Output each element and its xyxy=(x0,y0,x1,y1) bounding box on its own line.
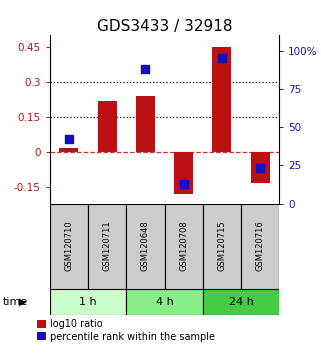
Bar xyxy=(59,148,78,152)
Text: time: time xyxy=(3,297,29,307)
Text: GSM120715: GSM120715 xyxy=(217,221,226,272)
Point xyxy=(257,166,263,171)
Bar xyxy=(203,204,241,289)
Text: GSM120648: GSM120648 xyxy=(141,221,150,272)
Bar xyxy=(126,289,203,315)
Bar xyxy=(164,204,203,289)
Text: GSM120716: GSM120716 xyxy=(256,221,265,272)
Legend: log10 ratio, percentile rank within the sample: log10 ratio, percentile rank within the … xyxy=(37,319,215,342)
Bar xyxy=(50,204,88,289)
Text: 4 h: 4 h xyxy=(156,297,173,307)
Bar xyxy=(251,152,270,183)
Title: GDS3433 / 32918: GDS3433 / 32918 xyxy=(97,19,232,34)
Bar xyxy=(98,101,117,152)
Bar xyxy=(203,289,279,315)
Text: 1 h: 1 h xyxy=(79,297,97,307)
Text: GSM120710: GSM120710 xyxy=(65,221,74,272)
Bar xyxy=(126,204,164,289)
Text: GSM120711: GSM120711 xyxy=(103,221,112,272)
Text: ▶: ▶ xyxy=(19,297,27,307)
Point xyxy=(219,56,224,61)
Bar xyxy=(241,204,279,289)
Bar xyxy=(88,204,126,289)
Point xyxy=(181,181,186,187)
Text: 24 h: 24 h xyxy=(229,297,254,307)
Bar xyxy=(212,47,231,152)
Text: GSM120708: GSM120708 xyxy=(179,221,188,272)
Bar xyxy=(136,96,155,152)
Bar xyxy=(50,289,126,315)
Bar xyxy=(174,152,193,194)
Point xyxy=(66,137,72,142)
Point xyxy=(143,66,148,72)
